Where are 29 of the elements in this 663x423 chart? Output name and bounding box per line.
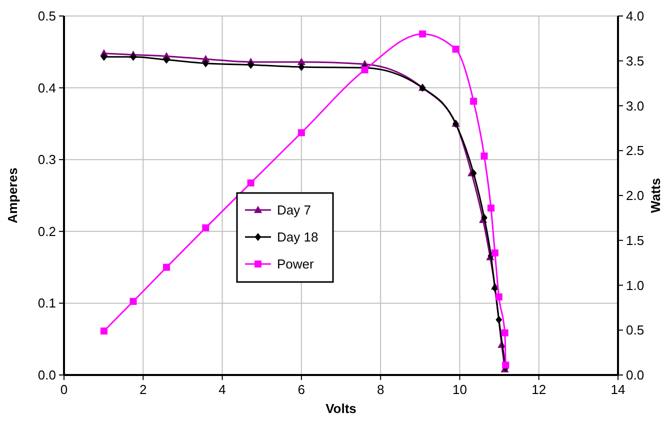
x-tick-label: 0 [60,382,68,397]
y2-tick-label: 0.5 [626,322,644,338]
y-tick-label: 0.1 [38,296,56,311]
y2-tick-label: 0.0 [626,368,644,382]
x-tick-label: 10 [452,382,467,397]
x-tick-label: 14 [610,382,626,397]
y-tick-label: 0.5 [38,8,56,24]
legend-label: Day 18 [277,230,318,244]
y2-tick-label: 3.0 [626,98,644,114]
y2-axis-title: Watts [648,178,663,213]
y2-tick-label: 3.5 [626,53,644,68]
x-tick-label: 6 [298,382,306,397]
x-tick-label: 4 [218,382,226,397]
y-tick-label: 0.2 [38,224,56,239]
y-tick-label: 0.4 [38,80,56,96]
x-axis-title: Volts [326,401,356,416]
y2-tick-label: 1.5 [626,232,644,248]
legend-label: Day 7 [277,202,311,218]
x-tick-label: 12 [532,382,546,397]
y2-tick-label: 4.0 [626,8,644,24]
y-tick-label: 0.0 [38,368,56,382]
y2-tick-label: 2.0 [626,188,644,203]
y2-tick-label: 2.5 [626,143,644,158]
y-axis-title: Amperes [5,168,20,224]
y2-tick-label: 1.0 [626,278,644,293]
x-tick-label: 2 [140,382,147,397]
y-tick-label: 0.3 [38,152,56,168]
x-tick-label: 8 [376,382,384,397]
legend-label: Power [277,256,315,272]
